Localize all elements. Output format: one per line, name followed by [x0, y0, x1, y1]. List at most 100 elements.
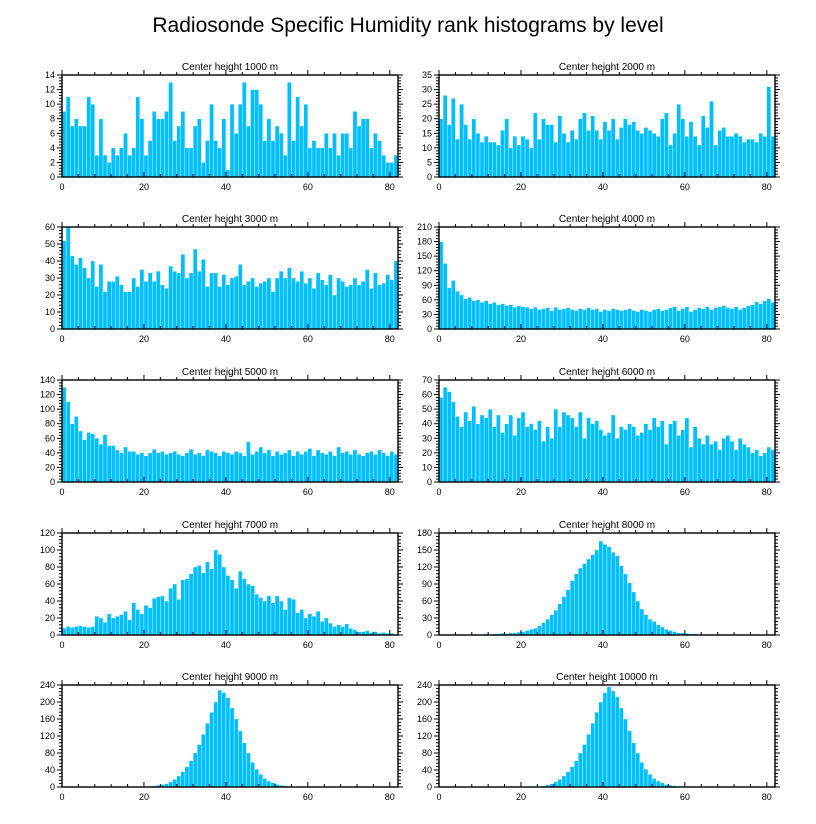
histogram-bar — [217, 455, 222, 483]
histogram-bar — [205, 561, 210, 636]
histogram-bar — [82, 267, 87, 330]
histogram-bar — [135, 609, 141, 636]
histogram-bar — [356, 284, 362, 330]
histogram-bar — [696, 144, 702, 178]
y-tick-label: 20 — [45, 613, 55, 623]
histogram-bar — [606, 310, 612, 330]
histogram-bar — [467, 138, 472, 178]
x-tick-label: 0 — [436, 334, 441, 344]
histogram-bar — [205, 286, 210, 330]
histogram-bar — [500, 303, 505, 330]
y-tick-label: 20 — [45, 290, 55, 300]
histogram-bar — [619, 707, 624, 788]
histogram-bar — [655, 136, 661, 178]
histogram-bar — [381, 282, 386, 330]
histogram-bar — [578, 752, 583, 788]
histogram-bar — [586, 734, 591, 788]
histogram-bar — [340, 281, 345, 330]
histogram-bar — [332, 626, 337, 636]
histogram-bar — [615, 696, 620, 788]
histogram-bar — [328, 147, 333, 178]
y-tick-label: 160 — [40, 714, 55, 724]
histogram-bar — [533, 306, 538, 330]
histogram-bar — [733, 449, 739, 483]
histogram-bar — [86, 627, 91, 636]
histogram-bar — [725, 136, 731, 178]
histogram-bar — [475, 133, 481, 178]
histogram-bar — [447, 287, 452, 330]
histogram-bar — [553, 141, 559, 178]
histogram-bar — [176, 272, 182, 330]
histogram-bar — [94, 616, 100, 636]
y-tick-label: 120 — [417, 562, 432, 572]
histogram-bar — [639, 762, 645, 788]
histogram-bar — [569, 580, 575, 636]
y-tick-label: 0 — [427, 782, 432, 792]
histogram-bar — [655, 308, 661, 330]
histogram-bar — [463, 411, 468, 483]
histogram-bar — [557, 309, 563, 330]
histogram-bar — [447, 391, 452, 483]
histogram-bar — [340, 626, 345, 636]
histogram-bar — [467, 297, 472, 330]
histogram-bar — [238, 571, 243, 636]
x-tick-label: 80 — [762, 334, 772, 344]
y-tick-label: 6 — [50, 128, 55, 138]
x-tick-label: 40 — [221, 487, 231, 497]
histogram-bar — [487, 141, 493, 178]
histogram-bar — [389, 451, 395, 483]
histogram-bar — [676, 310, 681, 330]
histogram-bar — [201, 455, 206, 483]
histogram-bar — [680, 429, 686, 483]
x-tick-label: 80 — [762, 487, 772, 497]
histogram-bar — [578, 308, 583, 330]
histogram-bar — [553, 408, 559, 483]
histogram-bar — [594, 308, 599, 330]
histogram-bar — [615, 309, 620, 330]
histogram-bar — [217, 147, 222, 178]
histogram-bar — [606, 432, 612, 483]
histogram-bar — [631, 121, 636, 178]
histogram-bar — [455, 138, 460, 178]
histogram-bar — [520, 411, 526, 483]
histogram-bar — [533, 112, 538, 178]
histogram-bar — [672, 306, 677, 330]
y-tick-label: 30 — [422, 309, 432, 319]
histogram-bar — [688, 446, 694, 483]
histogram-bar — [242, 82, 247, 178]
histogram-bar — [115, 616, 120, 636]
histogram-bar — [229, 707, 235, 788]
histogram-bar — [287, 597, 292, 636]
histogram-bar — [557, 426, 563, 483]
histogram-bar — [238, 264, 243, 330]
histogram-bar — [557, 603, 563, 636]
histogram-bar — [127, 291, 132, 330]
histogram-bar — [188, 760, 194, 788]
histogram-bar — [303, 451, 309, 483]
histogram-bar — [492, 302, 497, 330]
histogram-bar — [360, 118, 366, 178]
plot-frame — [438, 226, 776, 330]
histogram-bar — [86, 277, 91, 330]
histogram-bar — [233, 718, 239, 788]
histogram-bar — [512, 136, 518, 178]
histogram-bar — [569, 130, 575, 178]
y-tick-label: 210 — [417, 222, 432, 232]
histogram-bar — [299, 271, 304, 330]
histogram-bar — [549, 614, 554, 636]
histogram-bar — [213, 549, 218, 636]
y-tick-label: 30 — [422, 85, 432, 95]
histogram-bar — [217, 554, 222, 636]
y-tick-label: 80 — [45, 562, 55, 572]
histogram-bar — [504, 118, 509, 178]
histogram-bar — [147, 607, 153, 636]
histogram-bar — [324, 617, 329, 636]
histogram-bar — [520, 136, 526, 178]
histogram-bar — [713, 144, 718, 178]
histogram-bar — [168, 452, 173, 483]
histogram-bar — [287, 82, 292, 178]
histogram-bar — [561, 411, 567, 483]
histogram-bar — [143, 605, 149, 636]
x-tick-label: 80 — [385, 640, 395, 650]
histogram-bar — [598, 701, 604, 788]
